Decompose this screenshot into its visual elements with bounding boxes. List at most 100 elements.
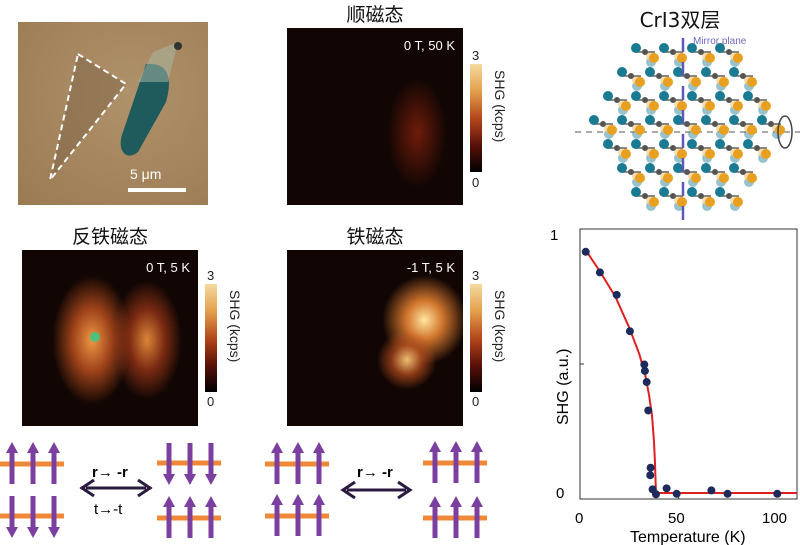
arrow-head [340, 480, 356, 500]
data-point [640, 366, 649, 375]
iodine-atom-top [729, 67, 739, 77]
xtick-100: 100 [762, 510, 787, 527]
iodine-atom-top [645, 115, 655, 125]
iodine-atom-top [607, 125, 617, 135]
iodine-atom-top [719, 125, 729, 135]
afm-op-space: r→ -r [92, 464, 128, 481]
panel-title-antiferromagnetic: 反铁磁态 [71, 226, 148, 248]
iodine-atom-top [687, 139, 697, 149]
iodine-atom-top [649, 149, 659, 159]
iodine-atom-top [705, 197, 715, 207]
iodine-atom-top [729, 115, 739, 125]
colorbar-label: SHG (kcps) [492, 70, 508, 143]
data-point [640, 360, 649, 369]
iodine-atom-top [775, 125, 785, 135]
iodine-atom-top [663, 125, 673, 135]
data-point [723, 489, 732, 498]
iodine-atom-top [589, 115, 599, 125]
flake-outline [49, 52, 128, 181]
arrow-up-icon [471, 441, 483, 452]
iodine-atom-top [705, 101, 715, 111]
iodine-atom-top [715, 43, 725, 53]
chromium-atom [726, 97, 732, 103]
iodine-atom-top [715, 139, 725, 149]
iodine-atom-top [631, 43, 641, 53]
iodine-atom-top [617, 115, 627, 125]
iodine-atom-top [743, 91, 753, 101]
iodine-atom-top [673, 163, 683, 173]
iodine-atom-top [603, 91, 613, 101]
arrow-up-icon [292, 442, 304, 453]
arrow-up-icon [271, 442, 283, 453]
y-axis-label: SHG (a.u.) [555, 349, 572, 425]
iodine-atom-top [715, 187, 725, 197]
iodine-atom-top [701, 163, 711, 173]
iodine-atom-top [645, 163, 655, 173]
data-point [625, 327, 634, 336]
particle [174, 42, 182, 50]
chromium-atom [726, 49, 732, 55]
iodine-atom-top [617, 67, 627, 77]
chromium-atom [642, 97, 648, 103]
bilayer-flake [120, 63, 169, 156]
chromium-atom [628, 121, 634, 127]
iodine-atom-top [701, 67, 711, 77]
shg-map-paramagnetic: 0 T, 50 K [287, 28, 463, 205]
arrow-up-icon [163, 496, 175, 507]
iodine-atom-top [649, 53, 659, 63]
chromium-atom [656, 169, 662, 175]
data-point [672, 489, 681, 498]
iodine-atom-top [687, 43, 697, 53]
iodine-atom-top [659, 91, 669, 101]
xtick-0: 0 [575, 510, 583, 527]
arrow-head [137, 478, 153, 498]
arrow-down-icon [27, 527, 39, 538]
data-point [773, 489, 782, 498]
ytick-0: 0 [556, 485, 564, 502]
iodine-atom-top [649, 101, 659, 111]
panel-title-paramagnetic: 顺磁态 [346, 4, 404, 26]
data-point [581, 247, 590, 256]
chromium-atom [670, 145, 676, 151]
arrow-down-icon [184, 474, 196, 485]
iodine-atom-top [761, 101, 771, 111]
iodine-atom-top [659, 187, 669, 197]
arrow-up-icon [184, 496, 196, 507]
iodine-atom-top [677, 101, 687, 111]
shg-map-antiferromagnetic: 0 T, 5 K [22, 250, 198, 426]
colorbar-max: 3 [207, 268, 215, 283]
chromium-atom [628, 169, 634, 175]
xtick-50: 50 [668, 510, 685, 527]
arrow-head [397, 480, 413, 500]
iodine-atom-top [747, 125, 757, 135]
plot-frame [579, 228, 798, 500]
iodine-atom-top [621, 149, 631, 159]
afm-op-time: t→-t [94, 501, 123, 518]
chromium-atom [670, 193, 676, 199]
iodine-atom-top [621, 101, 631, 111]
colorbar-max: 3 [472, 268, 480, 283]
colorbar-label: SHG (kcps) [492, 290, 508, 363]
iodine-atom-top [677, 149, 687, 159]
chromium-atom [698, 145, 704, 151]
iodine-atom-top [673, 115, 683, 125]
iodine-atom-top [659, 139, 669, 149]
spin-symmetry-diagram: r→ -r t→-t r→ -r [0, 441, 487, 538]
data-point [595, 268, 604, 277]
arrow-up-icon [450, 441, 462, 452]
condition-label: -1 T, 5 K [406, 260, 455, 275]
fm-op-space: r→ -r [357, 464, 393, 481]
colorbar-label: SHG (kcps) [227, 290, 243, 363]
arrow-down-icon [163, 474, 175, 485]
chromium-atom [642, 49, 648, 55]
iodine-atom-top [761, 149, 771, 159]
laser-spot [90, 332, 100, 342]
chromium-atom [614, 97, 620, 103]
arrow-head [79, 478, 95, 498]
iodine-atom-top [663, 173, 673, 183]
arrow-up-icon [27, 442, 39, 453]
iodine-atom-top [701, 115, 711, 125]
chromium-atom [614, 145, 620, 151]
iodine-atom-top [743, 139, 753, 149]
shg-map-ferromagnetic: -1 T, 5 K [287, 250, 463, 426]
